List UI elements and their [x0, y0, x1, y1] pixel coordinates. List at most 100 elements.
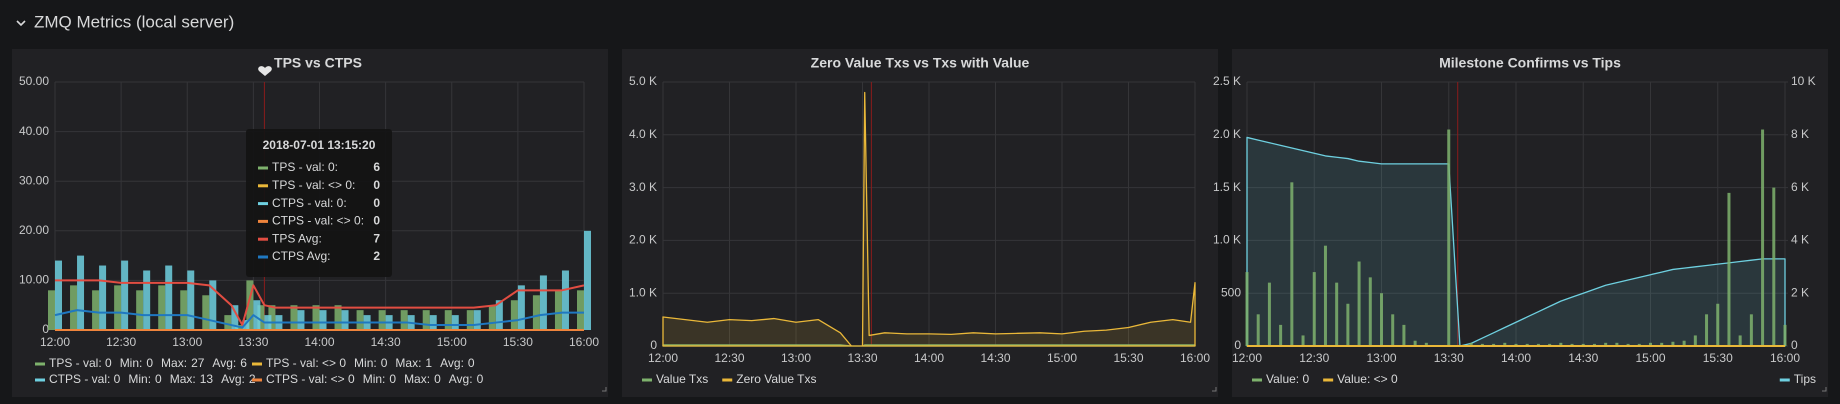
legend-stat-value: 0	[146, 356, 153, 370]
bar	[246, 280, 254, 330]
bar	[1581, 343, 1585, 346]
legend-stat-value: 0	[389, 372, 396, 386]
row-collapse-icon[interactable]	[16, 20, 26, 27]
y-tick-label: 0	[1234, 338, 1241, 352]
bar	[1279, 324, 1283, 346]
y2-tick-label: 0	[1791, 338, 1798, 352]
y-tick-label: 2.0 K	[629, 233, 657, 247]
x-tick-label: 14:00	[1501, 351, 1531, 365]
row-title[interactable]: ZMQ Metrics (local server)	[34, 12, 234, 31]
bar	[488, 305, 496, 330]
bar	[1256, 314, 1260, 346]
legend-stat-value: 27	[191, 356, 205, 370]
bar	[121, 260, 129, 330]
bar	[429, 315, 437, 330]
legend-label: CTPS - val: 0	[49, 372, 121, 386]
bar	[378, 310, 386, 330]
legend-stat-value: 6	[240, 356, 247, 370]
bar	[319, 310, 327, 330]
resize-handle[interactable]	[1822, 387, 1827, 392]
x-tick-label: 13:30	[847, 351, 877, 365]
y-tick-label: 20.00	[19, 223, 49, 237]
legend-label: Tips	[1794, 372, 1816, 386]
bar	[532, 295, 540, 330]
x-tick-label: 15:00	[1047, 351, 1077, 365]
bar	[1290, 182, 1294, 346]
bar	[1525, 343, 1529, 346]
tooltip-value: 0	[373, 196, 380, 210]
y-tick-label: 2.5 K	[1213, 74, 1241, 88]
bar	[422, 310, 430, 330]
bar	[1705, 314, 1709, 346]
y-tick-label: 2.0 K	[1213, 127, 1241, 141]
bar	[187, 270, 195, 330]
bar	[510, 300, 518, 330]
legend-stat-value: 0	[434, 372, 441, 386]
legend-stat-label: Avg:	[221, 372, 245, 386]
y-tick-label: 0	[650, 338, 657, 352]
y-tick-label: 1.0 K	[629, 285, 657, 299]
panel-title[interactable]: Milestone Confirms vs Tips	[1439, 55, 1621, 71]
y-tick-label: 5.0 K	[629, 74, 657, 88]
y-tick-label: 4.0 K	[629, 127, 657, 141]
bar	[1716, 303, 1720, 346]
bar	[561, 270, 569, 330]
bar	[312, 305, 320, 330]
legend-stat-label: Max:	[404, 372, 430, 386]
x-tick-label: 15:30	[503, 335, 533, 349]
bar	[1514, 343, 1518, 346]
panel-title[interactable]: TPS vs CTPS	[274, 55, 362, 71]
panel-title[interactable]: Zero Value Txs vs Txs with Value	[811, 55, 1030, 71]
x-tick-label: 13:30	[1434, 351, 1464, 365]
bar	[92, 290, 100, 330]
legend-stat-value: 0	[468, 356, 475, 370]
bar	[1380, 293, 1383, 346]
tooltip-label: CTPS - val: <> 0:	[272, 214, 364, 228]
y2-tick-label: 4 K	[1791, 233, 1809, 247]
x-tick-label: 14:00	[914, 351, 944, 365]
x-tick-label: 14:30	[371, 335, 401, 349]
legend-stat-value: 1	[425, 356, 432, 370]
x-tick-label: 15:30	[1703, 351, 1733, 365]
bar	[1402, 324, 1406, 346]
tooltip-time: 2018-07-01 13:15:20	[263, 138, 376, 152]
bar	[1267, 282, 1271, 346]
bar	[1738, 335, 1742, 346]
legend-label: Value Txs	[656, 372, 708, 386]
bar	[1649, 342, 1652, 346]
x-tick-label: 13:00	[1366, 351, 1396, 365]
bar	[1548, 343, 1552, 346]
bar	[473, 310, 481, 330]
bar	[400, 310, 408, 330]
bar	[1357, 261, 1361, 346]
legend-stat-label: Min:	[354, 356, 377, 370]
bar	[1727, 192, 1731, 346]
x-tick-label: 14:30	[1568, 351, 1598, 365]
bar	[202, 295, 210, 330]
bar	[1391, 314, 1395, 346]
bar	[143, 270, 151, 330]
resize-handle[interactable]	[602, 387, 607, 392]
tooltip-value: 7	[373, 231, 380, 245]
bar	[1335, 282, 1339, 346]
y-tick-label: 0	[42, 322, 49, 336]
resize-handle[interactable]	[1212, 387, 1217, 392]
y-tick-label: 1.0 K	[1213, 233, 1241, 247]
tooltip-label: TPS - val: 0:	[272, 160, 338, 174]
bar	[1312, 272, 1316, 346]
y-tick-label: 10.00	[19, 273, 49, 287]
bar	[1447, 129, 1451, 346]
legend-label: TPS - val: <> 0	[266, 356, 346, 370]
x-tick-label: 16:00	[569, 335, 599, 349]
legend-label: Value: 0	[1266, 372, 1309, 386]
bar	[1660, 342, 1664, 346]
bar	[253, 300, 261, 330]
bar	[1783, 324, 1787, 346]
bar	[1615, 342, 1619, 346]
bar	[70, 285, 78, 330]
x-tick-label: 12:00	[648, 351, 678, 365]
y-tick-label: 50.00	[19, 74, 49, 88]
bar	[99, 265, 107, 330]
bar	[1693, 335, 1697, 346]
